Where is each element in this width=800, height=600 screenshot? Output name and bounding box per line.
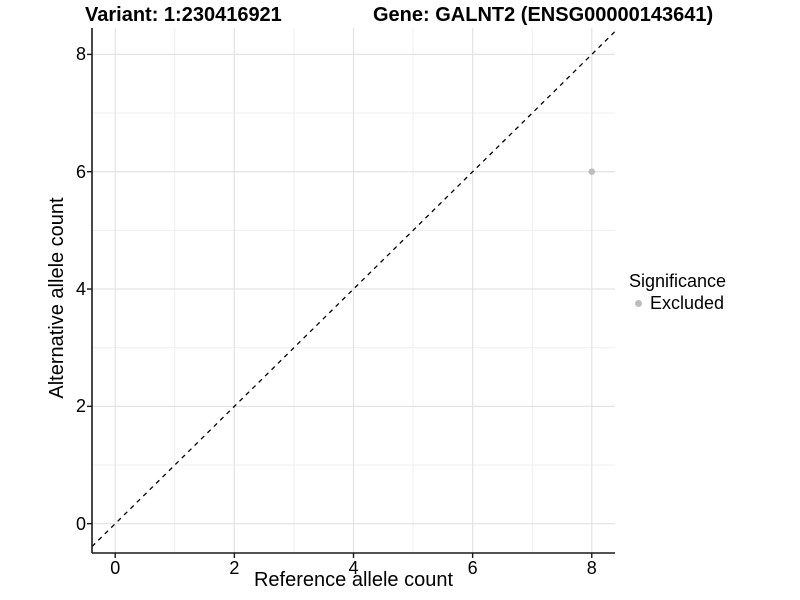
legend-title: Significance [629,271,727,291]
x-axis-title: Reference allele count [253,569,453,591]
x-tick-label: 6 [467,558,478,578]
legend-point-icon [635,299,642,307]
plot-title-gene: Gene: GALNT2 (ENSG00000143641) [373,4,714,26]
y-tick-label: 6 [75,161,86,182]
data-point [588,168,596,176]
legend: Significance Excluded [629,270,726,313]
y-tick-label: 4 [75,279,86,300]
x-tick-label: 0 [110,558,121,578]
y-tick-label: 0 [75,513,86,534]
legend-item-label: Excluded [650,293,725,313]
y-tick-label: 8 [75,44,86,65]
plot-panel [87,28,615,558]
x-tick-label: 2 [229,558,240,578]
plot-title-variant: Variant: 1:230416921 [85,4,282,26]
legend-item-excluded: Excluded [629,293,726,313]
y-axis-title: Alternative allele count [46,197,68,399]
x-tick-label: 4 [348,558,359,578]
y-tick-label: 2 [75,396,86,417]
x-tick-label: 8 [586,558,597,578]
